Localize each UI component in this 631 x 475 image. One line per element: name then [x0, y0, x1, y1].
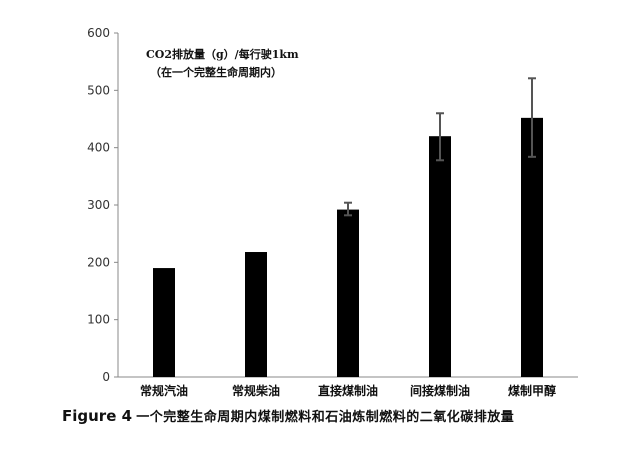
error-bar [436, 112, 444, 162]
y-tick-label: 100 [87, 313, 110, 327]
bar [337, 209, 359, 377]
category-labels: 常规汽油 常规柴油 直接煤制油 间接煤制油 煤制甲醇 [140, 383, 556, 398]
category-label: 常规汽油 [140, 383, 188, 398]
y-tick-labels: 0 100 200 300 400 500 600 [87, 26, 118, 384]
y-tick-label: 200 [87, 255, 110, 269]
bar [521, 117, 543, 377]
y-tick-label: 0 [102, 370, 110, 384]
bar [153, 268, 175, 377]
category-label: 煤制甲醇 [508, 383, 556, 398]
category-label: 间接煤制油 [410, 383, 470, 398]
y-tick-label: 500 [87, 83, 110, 97]
bar [429, 136, 451, 377]
error-bar [344, 201, 352, 217]
y-tick-label: 300 [87, 198, 110, 212]
bars [153, 117, 543, 377]
y-tick-label: 600 [87, 26, 110, 40]
category-label: 直接煤制油 [318, 383, 378, 398]
error-bars [344, 77, 536, 217]
category-label: 常规柴油 [232, 383, 280, 398]
y-tick-label: 400 [87, 141, 110, 155]
error-bar [528, 77, 536, 158]
figure-label: Figure 4 [62, 407, 133, 425]
chart-subtitle: （在一个完整生命周期内） [150, 65, 282, 79]
chart-title: CO2排放量（g）/每行驶1km [146, 47, 299, 61]
figure-caption: Figure 4 一个完整生命周期内煤制燃料和石油炼制燃料的二氧化碳排放量 [62, 406, 622, 425]
bar [245, 252, 267, 377]
figure-caption-text: 一个完整生命周期内煤制燃料和石油炼制燃料的二氧化碳排放量 [136, 410, 515, 425]
